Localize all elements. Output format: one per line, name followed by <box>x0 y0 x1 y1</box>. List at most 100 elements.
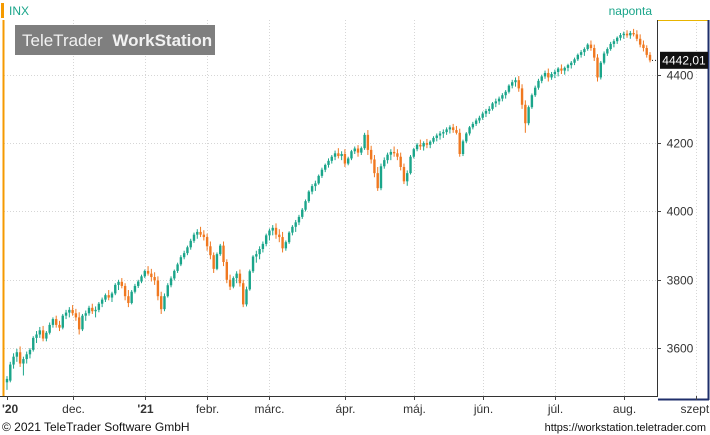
candle <box>163 293 166 312</box>
candle-body <box>389 151 393 155</box>
candle-body <box>530 95 534 108</box>
candle <box>356 145 360 157</box>
candle-body <box>346 158 350 164</box>
candle-body <box>465 133 468 142</box>
candle <box>366 130 370 156</box>
candle <box>566 63 570 72</box>
y-axis: 3600 3800 4000 4200 4400 <box>657 69 694 356</box>
candle <box>609 41 612 51</box>
candle <box>169 276 173 288</box>
candle <box>222 241 225 267</box>
candle-body <box>114 284 117 294</box>
candle <box>491 102 494 111</box>
candle <box>461 139 465 157</box>
candle-body <box>5 378 9 383</box>
symbol-label[interactable]: INX <box>9 4 29 18</box>
candle <box>445 127 448 135</box>
candle <box>543 70 547 79</box>
candle-body <box>629 32 632 36</box>
candle-body <box>202 234 206 238</box>
candle <box>100 297 104 308</box>
interval-label[interactable]: naponta <box>609 4 653 18</box>
candle <box>258 246 261 260</box>
candle-body <box>556 68 560 72</box>
candle-body <box>104 295 107 300</box>
candle <box>274 223 278 239</box>
candle <box>264 233 268 247</box>
candle-body <box>497 98 501 102</box>
candle <box>583 47 586 56</box>
candle-body <box>438 133 442 136</box>
candle-body <box>619 35 622 38</box>
watermark-brand: TeleTrader <box>22 31 103 50</box>
candle-body <box>363 134 366 149</box>
website-link[interactable]: https://workstation.teletrader.com <box>545 422 706 434</box>
x-tick-label: szept. <box>680 402 710 416</box>
gridlines <box>4 20 697 396</box>
candle-body <box>458 132 461 154</box>
candle-body <box>573 59 576 63</box>
candle-body <box>327 160 330 165</box>
candle-body <box>271 227 274 231</box>
candle <box>409 155 412 175</box>
candle-body <box>143 270 146 277</box>
candle <box>451 123 455 133</box>
candle-body <box>442 132 445 134</box>
candle-body <box>258 249 261 255</box>
candle-body <box>22 359 25 364</box>
candle-body <box>100 299 104 304</box>
candle <box>497 96 501 105</box>
candle <box>399 152 402 171</box>
candle-body <box>163 296 166 310</box>
candle-body <box>402 166 406 182</box>
candle <box>530 93 534 109</box>
candle <box>533 85 537 97</box>
candle <box>350 149 353 161</box>
candle-body <box>242 283 245 305</box>
candle-body <box>379 166 383 189</box>
candle-body <box>356 148 360 153</box>
candle <box>511 79 514 89</box>
candle <box>173 269 176 281</box>
candle <box>428 140 432 149</box>
candle-body <box>635 34 639 39</box>
candle <box>245 286 248 307</box>
candle-body <box>533 87 537 96</box>
candle <box>645 45 648 58</box>
candle <box>133 283 137 294</box>
candle-body <box>35 334 38 338</box>
candle-body <box>615 37 619 42</box>
candle <box>563 66 566 75</box>
candle-body <box>333 153 337 157</box>
candle-body <box>412 149 415 157</box>
candle <box>556 67 560 77</box>
last-price-tag: 4442,01 <box>660 51 708 69</box>
candle-body <box>553 71 557 75</box>
candle-body <box>451 127 455 131</box>
candle <box>379 163 383 191</box>
candle-body <box>107 295 110 298</box>
candle-body <box>268 230 271 236</box>
candle-body <box>340 153 343 157</box>
candle <box>327 158 330 168</box>
candle <box>330 155 333 164</box>
candle-body <box>645 48 648 55</box>
candle-body <box>251 256 255 272</box>
candle-body <box>28 349 32 355</box>
candle <box>547 68 550 82</box>
candle-body <box>625 33 629 36</box>
candle-body <box>287 232 291 243</box>
candle-body <box>504 91 507 96</box>
candle-body <box>281 237 284 249</box>
x-tick-label: dec. <box>62 402 85 416</box>
candle-body <box>291 226 294 233</box>
y-tick-label: 4200 <box>667 137 694 151</box>
candle <box>396 149 399 161</box>
candle <box>353 146 356 154</box>
candle-body <box>602 53 606 63</box>
candle-body <box>560 68 563 71</box>
candle <box>18 346 22 367</box>
candle <box>612 39 616 48</box>
candle-body <box>317 175 320 184</box>
